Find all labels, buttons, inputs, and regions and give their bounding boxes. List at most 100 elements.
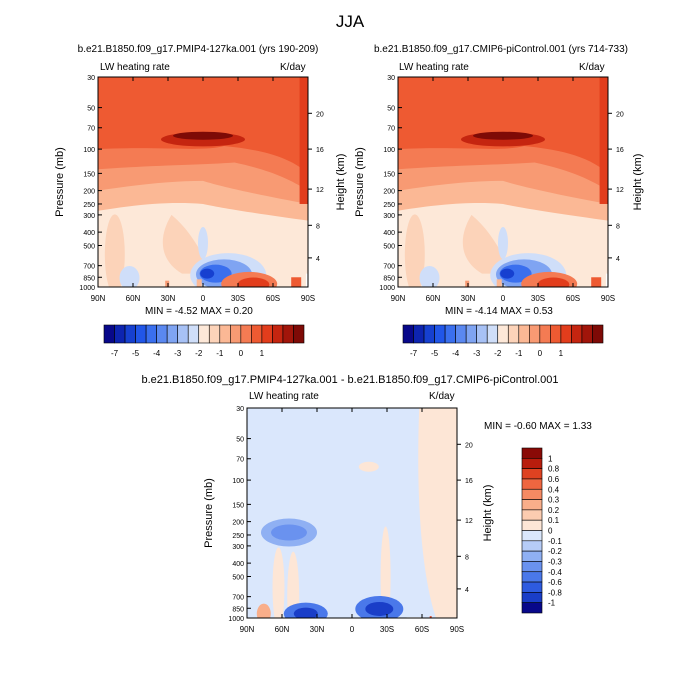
x-tick-label: 90N bbox=[91, 294, 106, 303]
panel2-variable-label: LW heating rate bbox=[399, 62, 469, 73]
colorbar-box bbox=[272, 324, 284, 344]
y-tick-label: 1000 bbox=[379, 285, 395, 292]
mid-column bbox=[162, 214, 214, 274]
right-edge-band bbox=[599, 77, 608, 204]
diff-cool-low-2-inner bbox=[293, 607, 318, 618]
diff-warm-surface-right bbox=[429, 616, 432, 618]
colorbar-box bbox=[521, 602, 543, 614]
band-upper-4 bbox=[98, 77, 308, 174]
colorbar-box bbox=[521, 550, 543, 562]
panel2-units-label: K/day bbox=[579, 62, 605, 73]
colorbar-box bbox=[103, 324, 115, 344]
x-tick-label: 90N bbox=[240, 625, 255, 634]
y-tick-label: 300 bbox=[232, 544, 244, 551]
colorbar-box bbox=[124, 324, 136, 344]
panel3-contour-field bbox=[247, 408, 457, 618]
colorbar-label: 0.1 bbox=[548, 516, 560, 525]
y-tick-label: 200 bbox=[232, 520, 244, 527]
colorbar-label: -5 bbox=[431, 349, 439, 358]
y-tick-label: 30 bbox=[87, 75, 95, 82]
x-tick-label: 90S bbox=[301, 294, 315, 303]
colorbar-box bbox=[521, 447, 543, 459]
y-tick-label: 1000 bbox=[79, 285, 95, 292]
y2-tick-label: 8 bbox=[316, 223, 320, 230]
diff-warm-col-1 bbox=[272, 547, 285, 618]
surface-heat-left-streak bbox=[465, 280, 470, 287]
left-column bbox=[404, 214, 425, 287]
colorbar-box bbox=[560, 324, 572, 344]
colorbar-box bbox=[539, 324, 551, 344]
right-edge-band bbox=[299, 77, 308, 204]
colorbar-box bbox=[282, 324, 294, 344]
y-tick-label: 700 bbox=[83, 264, 95, 271]
x-tick-label: 30S bbox=[531, 294, 545, 303]
colorbar-label: -7 bbox=[410, 349, 418, 358]
y-tick-label: 500 bbox=[232, 574, 244, 581]
colorbar-box bbox=[521, 571, 543, 583]
panel3-colorbar: 1 0.80.60.4 0.30.20.1 0-0.1-0.2-0.3 -0.4-0.6… bbox=[521, 447, 562, 614]
surface-heat-right bbox=[591, 277, 602, 287]
colorbar-label: -4 bbox=[153, 349, 161, 358]
y-tick-label: 400 bbox=[232, 561, 244, 568]
y-tick-label: 50 bbox=[236, 437, 244, 444]
colorbar-box bbox=[521, 488, 543, 500]
colorbar-box bbox=[465, 324, 477, 344]
diff-cool-low-1-inner bbox=[365, 601, 394, 616]
blue-pocket-mid bbox=[498, 227, 508, 260]
surface-heat-streak bbox=[196, 279, 202, 287]
colorbar-box bbox=[521, 561, 543, 573]
y-tick-label: 70 bbox=[387, 126, 395, 133]
panel3-stats: MIN = -0.60 MAX = 1.33 bbox=[484, 421, 592, 432]
y-tick-label: 850 bbox=[232, 606, 244, 613]
low-cool-left bbox=[419, 265, 440, 287]
y-tick-label: 150 bbox=[232, 502, 244, 509]
y-tick-label: 100 bbox=[383, 147, 395, 154]
y-tick-label: 1000 bbox=[228, 616, 244, 623]
colorbar-box bbox=[135, 324, 147, 344]
colorbar-label: 0.3 bbox=[548, 496, 560, 505]
y2-tick-label: 4 bbox=[465, 587, 469, 594]
panel2-stats: MIN = -4.14 MAX = 0.53 bbox=[445, 306, 553, 317]
y2-tick-label: 12 bbox=[616, 187, 624, 194]
y-tick-label: 400 bbox=[383, 230, 395, 237]
colorbar-box bbox=[402, 324, 414, 344]
y-tick-label: 250 bbox=[383, 202, 395, 209]
colorbar-box bbox=[156, 324, 168, 344]
x-tick-label: 60N bbox=[275, 625, 290, 634]
y-tick-label: 50 bbox=[87, 106, 95, 113]
y-tick-label: 100 bbox=[83, 147, 95, 154]
y-tick-label: 150 bbox=[83, 171, 95, 178]
colorbar-box bbox=[486, 324, 499, 344]
colorbar-box bbox=[521, 592, 543, 603]
colorbar-box bbox=[219, 324, 231, 344]
colorbar-box bbox=[145, 324, 157, 344]
y-tick-label: 30 bbox=[236, 406, 244, 413]
max-heating-core-inner bbox=[473, 131, 533, 140]
mid-column bbox=[462, 214, 514, 274]
y-tick-label: 150 bbox=[383, 171, 395, 178]
colorbar-box bbox=[507, 324, 520, 344]
y-tick-label: 850 bbox=[83, 275, 95, 282]
y-tick-label: 300 bbox=[383, 213, 395, 220]
surface-heat-2 bbox=[237, 277, 270, 287]
diff-warm-top bbox=[358, 461, 379, 472]
y-tick-label: 30 bbox=[387, 75, 395, 82]
y2-tick-label: 16 bbox=[465, 478, 473, 485]
left-column bbox=[104, 214, 125, 287]
panel2-contour-field bbox=[398, 77, 608, 287]
x-tick-label: 30N bbox=[161, 294, 176, 303]
y2-tick-label: 20 bbox=[316, 111, 324, 118]
diff-warm-surface-left bbox=[256, 603, 271, 618]
y-tick-label: 70 bbox=[87, 126, 95, 133]
max-heating-core-inner bbox=[173, 131, 233, 140]
colorbar-box bbox=[230, 324, 242, 344]
panel2-axes: 90N 60N 30N 0 30S 60S 90S 30 50 70 100 150 200 250 300… bbox=[379, 75, 623, 303]
y-tick-label: 200 bbox=[383, 189, 395, 196]
x-tick-label: 30S bbox=[231, 294, 245, 303]
colorbar-label: 1 bbox=[559, 349, 564, 358]
y2-tick-label: 20 bbox=[616, 111, 624, 118]
missing-strip bbox=[605, 273, 608, 287]
panel1-units-label: K/day bbox=[280, 62, 306, 73]
colorbar-label: 1 bbox=[548, 454, 553, 463]
colorbar-box bbox=[521, 530, 543, 542]
